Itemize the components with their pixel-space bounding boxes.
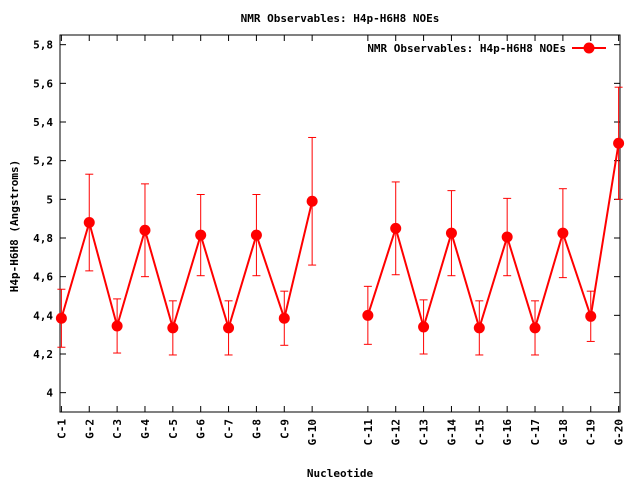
y-tick-label: 4,8	[33, 232, 53, 245]
x-tick-label: G-4	[139, 419, 152, 439]
data-point	[111, 320, 123, 332]
data-point	[445, 227, 457, 239]
x-tick-label: G-6	[195, 419, 208, 439]
data-point	[167, 322, 179, 334]
legend-marker	[583, 42, 595, 54]
y-tick-label: 4,6	[33, 271, 53, 284]
data-point	[473, 322, 485, 334]
y-tick-label: 5	[46, 193, 53, 206]
x-tick-label: C-17	[529, 419, 542, 446]
x-tick-label: G-14	[445, 419, 458, 446]
data-point	[362, 309, 374, 321]
x-tick-label: G-20	[613, 419, 626, 446]
data-point	[223, 322, 235, 334]
series-line-segment-2	[366, 143, 620, 332]
x-tick-label: G-8	[250, 419, 263, 439]
data-point	[585, 310, 597, 322]
x-tick-label: C-9	[278, 419, 291, 439]
plot-frame	[59, 34, 621, 413]
y-tick-label: 4,2	[33, 348, 53, 361]
data-point	[418, 321, 430, 333]
series-line-segment-1	[60, 201, 314, 332]
x-tick-label: C-3	[111, 419, 124, 439]
chart-title: NMR Observables: H4p-H6H8 NOEs	[241, 12, 440, 25]
y-axis-label: H4p-H6H8 (Angstroms)	[8, 160, 21, 292]
y-tick-label: 5,2	[33, 155, 53, 168]
data-point	[278, 312, 290, 324]
x-tick-label: C-7	[223, 419, 236, 439]
data-point	[501, 231, 513, 243]
x-tick-label: G-2	[83, 419, 96, 439]
x-tick-label: C-15	[473, 419, 486, 446]
data-point	[529, 322, 541, 334]
x-tick-label: C-19	[585, 419, 598, 446]
x-tick-label: G-10	[306, 419, 319, 446]
data-point	[139, 224, 151, 236]
legend: NMR Observables: H4p-H6H8 NOEs	[367, 42, 606, 55]
x-axis-label: Nucleotide	[307, 467, 374, 480]
x-tick-label: G-12	[390, 419, 403, 446]
data-point	[557, 227, 569, 239]
data-point	[195, 229, 207, 241]
x-tick-label: C-11	[362, 419, 375, 446]
y-tick-label: 4	[46, 387, 53, 400]
x-tick-label: G-16	[501, 419, 514, 446]
y-tick-label: 5,8	[33, 39, 53, 52]
data-point	[306, 195, 318, 207]
y-tick-label: 5,6	[33, 77, 53, 90]
series-layer	[55, 86, 625, 356]
data-point	[390, 222, 402, 234]
data-point	[250, 229, 262, 241]
x-tick-label: G-18	[557, 419, 570, 446]
data-point	[613, 137, 625, 149]
legend-label: NMR Observables: H4p-H6H8 NOEs	[367, 42, 566, 55]
x-tick-label: C-13	[418, 419, 431, 446]
data-point	[83, 217, 95, 229]
data-point	[55, 312, 67, 324]
y-tick-label: 5,4	[33, 116, 53, 129]
axes-layer: 4 4,2 4,4 4,6 4,8 5 5,2 5,4 5,6 5,8 C-1 G-2 C-3 G-4 C-…	[33, 35, 626, 446]
y-tick-label: 4,4	[33, 309, 53, 322]
x-tick-label: C-1	[55, 419, 68, 439]
x-tick-label: C-5	[167, 419, 180, 439]
